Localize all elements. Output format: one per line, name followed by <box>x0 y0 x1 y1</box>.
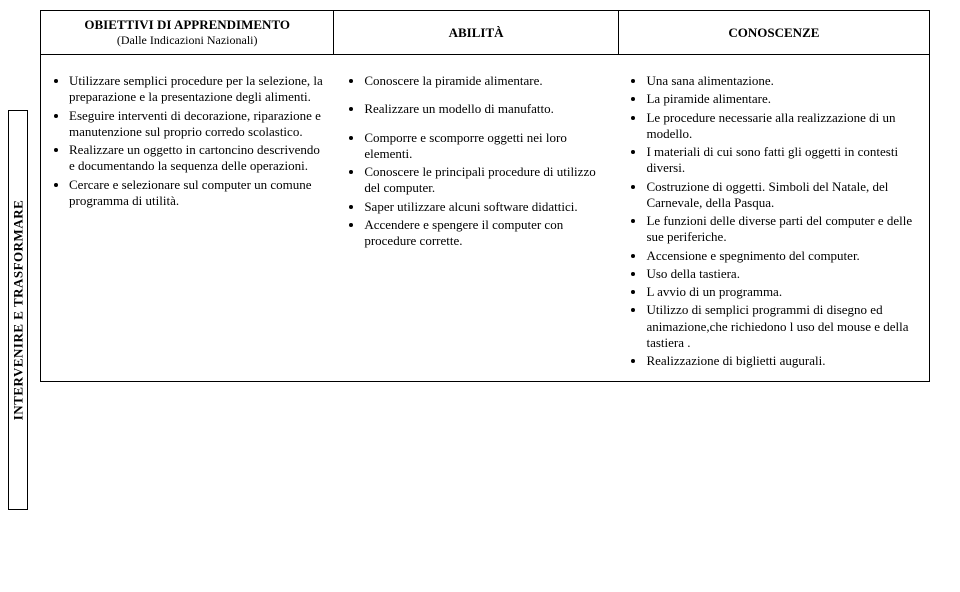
header-col1: OBIETTIVI DI APPRENDIMENTO (Dalle Indica… <box>41 11 334 55</box>
list-item: Costruzione di oggetti. Simboli del Nata… <box>646 179 919 212</box>
column-1: Utilizzare semplici procedure per la sel… <box>51 73 328 371</box>
list-item: Una sana alimentazione. <box>646 73 919 89</box>
list-item: Accensione e spegnimento del computer. <box>646 248 919 264</box>
header-row: OBIETTIVI DI APPRENDIMENTO (Dalle Indica… <box>41 11 930 55</box>
list-item: Eseguire interventi di decorazione, ripa… <box>69 108 328 141</box>
list-item: Realizzare un modello di manufatto. <box>364 101 610 117</box>
header-col3: CONOSCENZE <box>618 11 929 55</box>
header-col3-title: CONOSCENZE <box>728 25 819 40</box>
columns-wrap: Utilizzare semplici procedure per la sel… <box>51 73 919 371</box>
list-item: Comporre e scomporre oggetti nei loro el… <box>364 130 610 163</box>
list-item: Utilizzo di semplici programmi di disegn… <box>646 302 919 351</box>
list-item: L avvio di un programma. <box>646 284 919 300</box>
list-item: Realizzazione di biglietti augurali. <box>646 353 919 369</box>
column-3: Una sana alimentazione. La piramide alim… <box>628 73 919 371</box>
header-col2: ABILITÀ <box>334 11 618 55</box>
header-col1-title: OBIETTIVI DI APPRENDIMENTO <box>45 17 329 33</box>
list-item: Uso della tastiera. <box>646 266 919 282</box>
list-col2b: Realizzare un modello di manufatto. <box>346 101 610 117</box>
list-col1: Utilizzare semplici procedure per la sel… <box>51 73 328 209</box>
header-col2-title: ABILITÀ <box>449 25 504 40</box>
list-item: Accendere e spengere il computer con pro… <box>364 217 610 250</box>
list-item: I materiali di cui sono fatti gli oggett… <box>646 144 919 177</box>
list-item: Le funzioni delle diverse parti del comp… <box>646 213 919 246</box>
body-cell: Utilizzare semplici procedure per la sel… <box>41 55 930 382</box>
list-col2: Conoscere la piramide alimentare. <box>346 73 610 89</box>
header-col1-sub: (Dalle Indicazioni Nazionali) <box>45 33 329 48</box>
vertical-section-text: INTERVENIRE E TRASFORMARE <box>10 200 26 421</box>
vertical-section-label: INTERVENIRE E TRASFORMARE <box>8 110 28 510</box>
main-table: OBIETTIVI DI APPRENDIMENTO (Dalle Indica… <box>40 10 930 382</box>
list-item: Conoscere la piramide alimentare. <box>364 73 610 89</box>
list-item: Le procedure necessarie alla realizzazio… <box>646 110 919 143</box>
list-item: La piramide alimentare. <box>646 91 919 107</box>
list-col2c: Comporre e scomporre oggetti nei loro el… <box>346 130 610 250</box>
list-item: Saper utilizzare alcuni software didatti… <box>364 199 610 215</box>
list-item: Conoscere le principali procedure di uti… <box>364 164 610 197</box>
list-item: Realizzare un oggetto in cartoncino desc… <box>69 142 328 175</box>
page-container: OBIETTIVI DI APPRENDIMENTO (Dalle Indica… <box>40 10 930 382</box>
body-row: Utilizzare semplici procedure per la sel… <box>41 55 930 382</box>
list-item: Cercare e selezionare sul computer un co… <box>69 177 328 210</box>
column-2: Conoscere la piramide alimentare. Realiz… <box>346 73 610 371</box>
list-col3: Una sana alimentazione. La piramide alim… <box>628 73 919 369</box>
list-item: Utilizzare semplici procedure per la sel… <box>69 73 328 106</box>
